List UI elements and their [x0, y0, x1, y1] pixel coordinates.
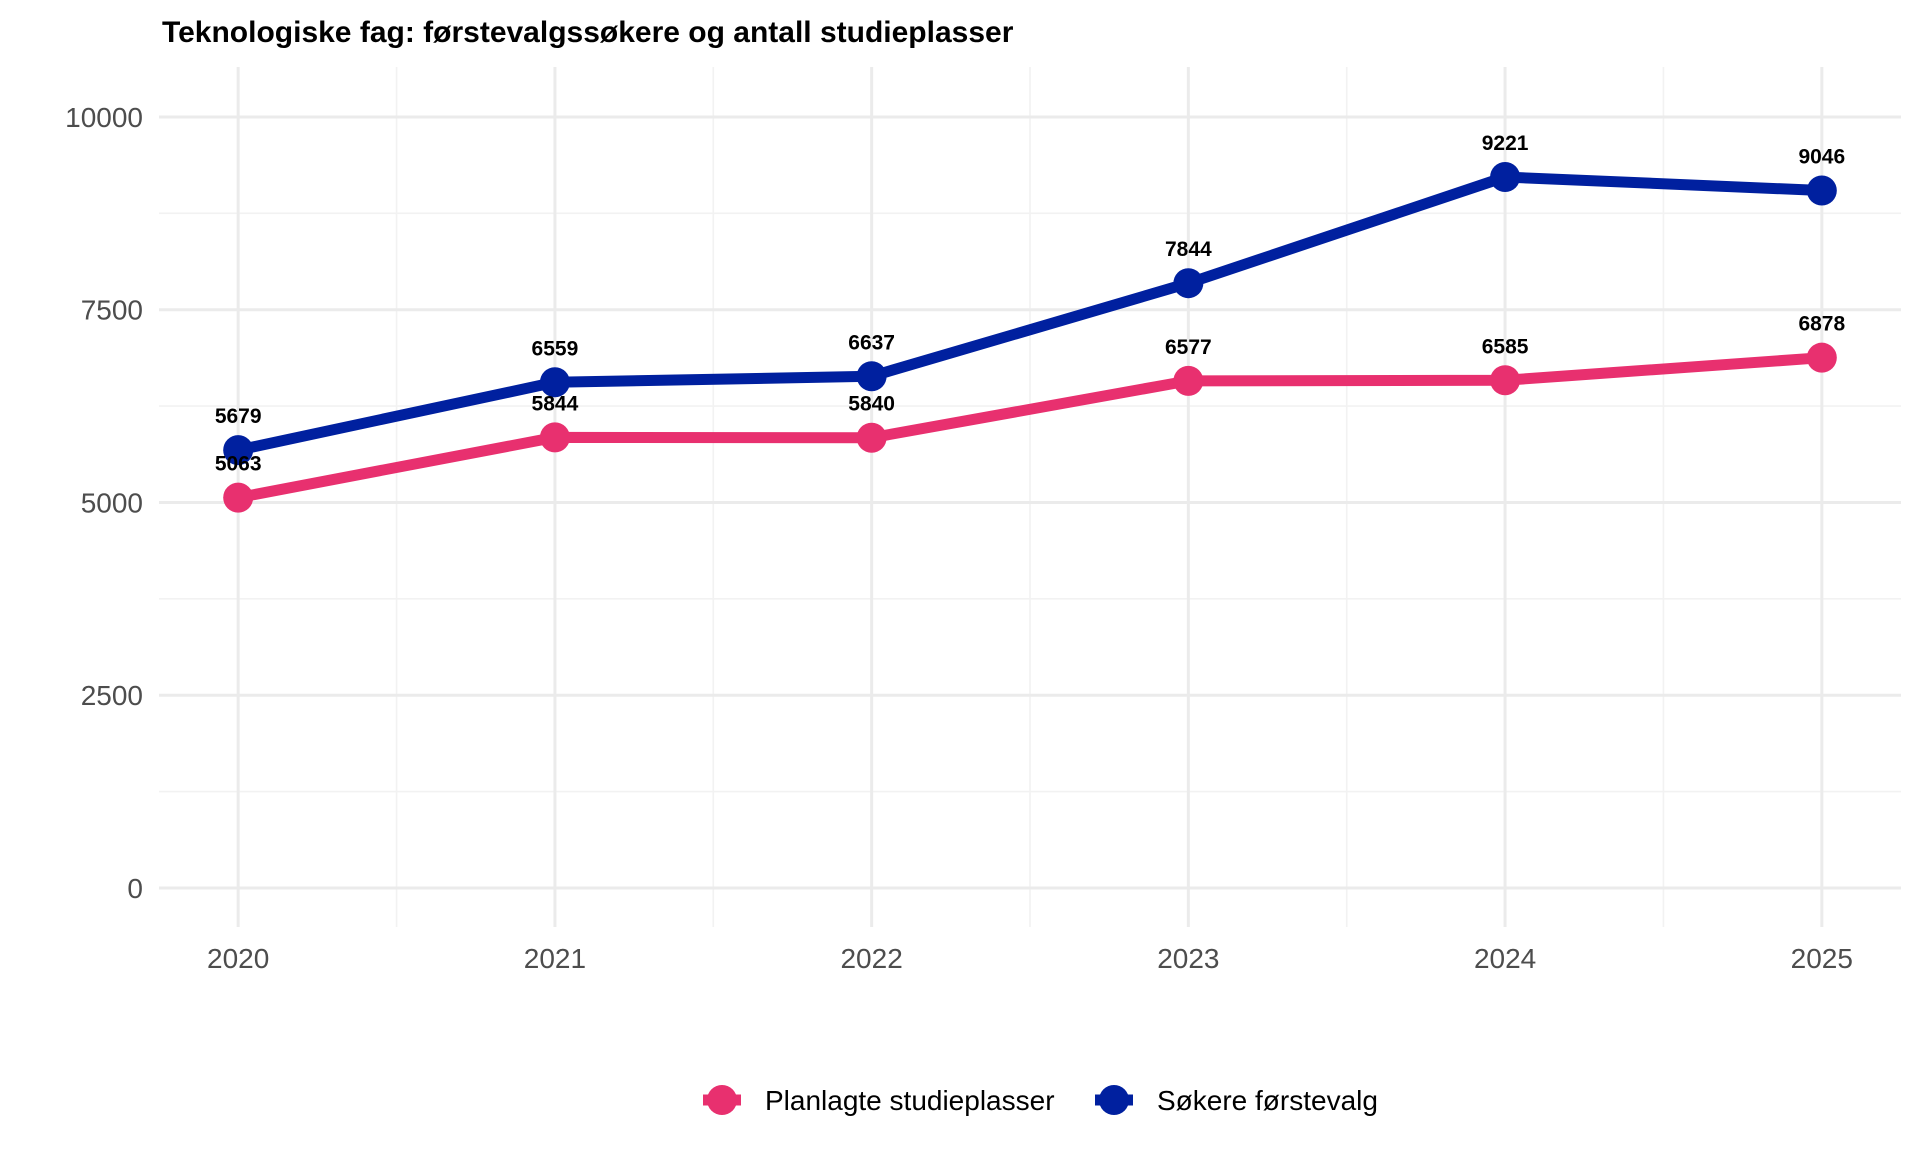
legend-item: Søkere førstevalg — [1095, 1085, 1378, 1116]
data-label: 6637 — [848, 331, 895, 354]
data-point — [223, 482, 254, 513]
data-label: 5063 — [215, 453, 262, 476]
data-labels: 5063 5844 5840 6577 6585 6878 5679 6559 6637 7844… — [215, 132, 1846, 476]
data-label: 6559 — [532, 337, 579, 360]
y-tick-label: 10000 — [65, 102, 143, 133]
x-tick-label: 2024 — [1474, 943, 1536, 974]
data-label: 7844 — [1165, 238, 1212, 261]
data-label: 5679 — [215, 405, 262, 428]
series-line-sokere-forstevalg — [237, 171, 1823, 456]
legend-label: Søkere førstevalg — [1157, 1085, 1378, 1116]
x-tick-label: 2020 — [207, 943, 269, 974]
data-point — [1806, 175, 1837, 206]
data-point — [856, 422, 887, 453]
data-point — [1173, 268, 1204, 299]
minor-gridlines — [159, 67, 1901, 927]
major-gridlines — [159, 67, 1901, 927]
series-line-planlagte-studieplasser — [237, 352, 1823, 504]
data-point — [1490, 365, 1521, 396]
data-label: 9221 — [1482, 132, 1529, 155]
x-axis-tick-labels: 2020 2021 2022 2023 2024 2025 — [207, 943, 1853, 974]
legend: Planlagte studieplasser Søkere førstevalg — [703, 1085, 1378, 1116]
data-point — [539, 422, 570, 453]
x-tick-label: 2021 — [524, 943, 586, 974]
data-point — [1806, 342, 1837, 373]
series-lines — [237, 171, 1823, 504]
data-point — [1490, 162, 1521, 193]
y-tick-label: 5000 — [81, 487, 143, 518]
data-point — [856, 361, 887, 392]
y-tick-label: 2500 — [81, 680, 143, 711]
x-tick-label: 2023 — [1157, 943, 1219, 974]
data-point — [539, 367, 570, 398]
data-label: 6577 — [1165, 336, 1212, 359]
data-label: 5844 — [532, 392, 579, 415]
legend-item: Planlagte studieplasser — [703, 1085, 1055, 1116]
data-label: 6585 — [1482, 335, 1529, 358]
data-point — [1173, 365, 1204, 396]
y-axis-tick-labels: 0 2500 5000 7500 10000 — [65, 102, 143, 904]
chart-title: Teknologiske fag: førstevalgssøkere og a… — [162, 16, 1014, 49]
x-tick-label: 2025 — [1791, 943, 1853, 974]
data-label: 5840 — [848, 393, 895, 416]
series-points — [223, 162, 1837, 513]
legend-key-point — [1099, 1085, 1129, 1115]
data-label: 9046 — [1798, 146, 1845, 169]
legend-label: Planlagte studieplasser — [765, 1085, 1055, 1116]
y-tick-label: 7500 — [81, 295, 143, 326]
data-point — [223, 435, 254, 466]
legend-key-point — [707, 1085, 737, 1115]
x-tick-label: 2022 — [840, 943, 902, 974]
data-label: 6878 — [1798, 313, 1845, 336]
y-tick-label: 0 — [127, 873, 143, 904]
